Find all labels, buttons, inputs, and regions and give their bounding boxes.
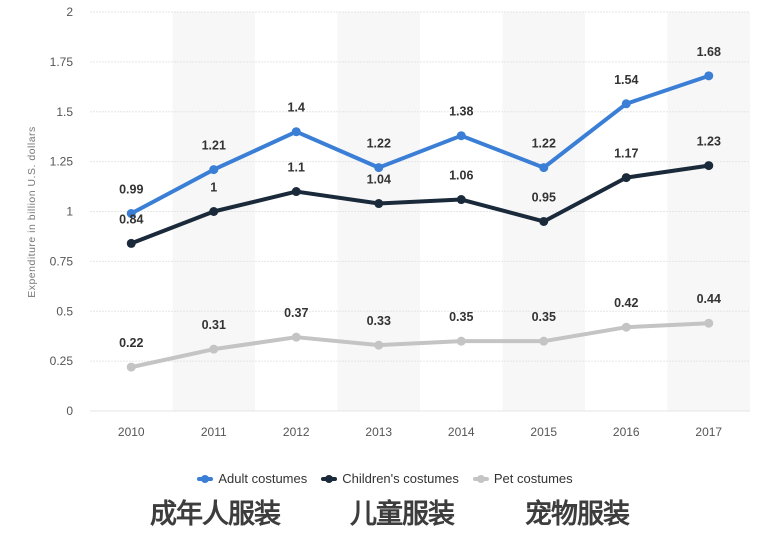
legend-label: Pet costumes: [493, 471, 573, 486]
y-tick-label: 0: [66, 404, 73, 418]
x-tick-label: 2016: [613, 425, 640, 439]
legend-swatch-children: [321, 474, 338, 483]
x-tick-label: 2017: [695, 425, 722, 439]
data-label: 0.33: [367, 314, 391, 328]
data-point: [456, 195, 466, 205]
data-point: [539, 336, 549, 346]
series-line-2: [130, 321, 709, 370]
data-point: [126, 362, 136, 372]
data-point: [621, 322, 631, 332]
data-label: 0.42: [614, 296, 638, 310]
data-point: [539, 216, 549, 226]
data-label: 1.21: [202, 139, 226, 153]
data-point: [209, 207, 219, 216]
series-line-1: [130, 163, 710, 246]
y-tick-label: 0.5: [56, 304, 73, 318]
cn-label-adult: 成年人服装: [150, 499, 281, 529]
data-label: 0.22: [119, 336, 143, 350]
data-point: [291, 127, 301, 137]
data-point: [456, 336, 466, 346]
data-label: 0.31: [202, 318, 226, 332]
y-tick-label: 2: [66, 5, 73, 19]
data-label: 0.37: [284, 306, 308, 320]
data-label: 1.68: [697, 45, 721, 59]
data-label: 0.95: [532, 190, 556, 204]
y-tick-label: 1: [66, 205, 73, 219]
data-label: 1: [210, 181, 217, 195]
y-tick-label: 0.25: [50, 354, 74, 368]
data-label: 1.06: [449, 169, 473, 183]
data-label: 0.99: [119, 182, 143, 196]
data-label: 1.54: [614, 73, 638, 87]
y-tick-label: 1.5: [56, 105, 73, 119]
data-point: [621, 173, 631, 183]
data-point: [209, 165, 219, 175]
data-label: 0.35: [532, 310, 556, 324]
data-point: [374, 340, 384, 350]
legend-label: Children's costumes: [342, 471, 459, 486]
x-tick-label: 2013: [365, 425, 392, 439]
cn-label-pet: 宠物服装: [525, 499, 630, 529]
data-label: 1.22: [367, 137, 391, 151]
data-point: [704, 71, 714, 81]
data-point: [291, 332, 301, 342]
data-point: [209, 344, 219, 354]
data-point: [456, 131, 466, 141]
data-point: [704, 161, 714, 171]
data-label: 1.22: [532, 137, 556, 151]
y-axis-label: Expenditure in billion U.S. dollars: [26, 126, 38, 298]
data-point: [704, 318, 714, 328]
legend-label: Adult costumes: [218, 471, 308, 486]
data-label: 0.84: [119, 212, 143, 226]
x-tick-label: 2012: [283, 425, 310, 439]
legend-item-children[interactable]: Children's costumes: [321, 471, 459, 486]
x-tick-label: 2010: [118, 425, 145, 439]
x-tick-label: 2015: [530, 425, 557, 439]
legend-swatch-adult: [197, 474, 214, 483]
line-chart: 0 0.25 0.5 0.75 1 1.25 1.5 1.75 2 2010 2011 2012 201…: [26, 5, 750, 439]
data-label: 1.4: [288, 101, 305, 115]
data-label: 0.44: [697, 292, 721, 306]
legend-item-pet[interactable]: Pet costumes: [472, 471, 573, 486]
y-tick-label: 1.25: [50, 155, 74, 169]
data-label: 1.17: [614, 147, 638, 161]
data-point: [374, 163, 384, 173]
data-label: 1.38: [449, 105, 473, 119]
data-point: [291, 187, 301, 197]
data-label: 0.35: [449, 310, 473, 324]
series-line-0: [130, 73, 710, 216]
x-tick-label: 2011: [201, 425, 227, 439]
x-tick-label: 2014: [448, 425, 475, 439]
data-label: 1.04: [367, 173, 391, 187]
y-tick-label: 1.75: [50, 55, 74, 69]
data-label: 1.23: [697, 135, 721, 149]
data-point: [126, 238, 136, 248]
legend-item-adult[interactable]: Adult costumes: [197, 471, 307, 486]
data-point: [374, 199, 384, 209]
cn-label-children: 儿童服装: [350, 499, 455, 529]
data-point: [539, 163, 549, 173]
data-label: 1.1: [288, 161, 305, 175]
data-point: [621, 99, 631, 109]
data-point: [126, 208, 136, 218]
legend: Adult costumes Children's costumes Pet c…: [0, 471, 770, 486]
legend-swatch-pet: [472, 474, 489, 483]
y-tick-label: 0.75: [50, 254, 74, 268]
